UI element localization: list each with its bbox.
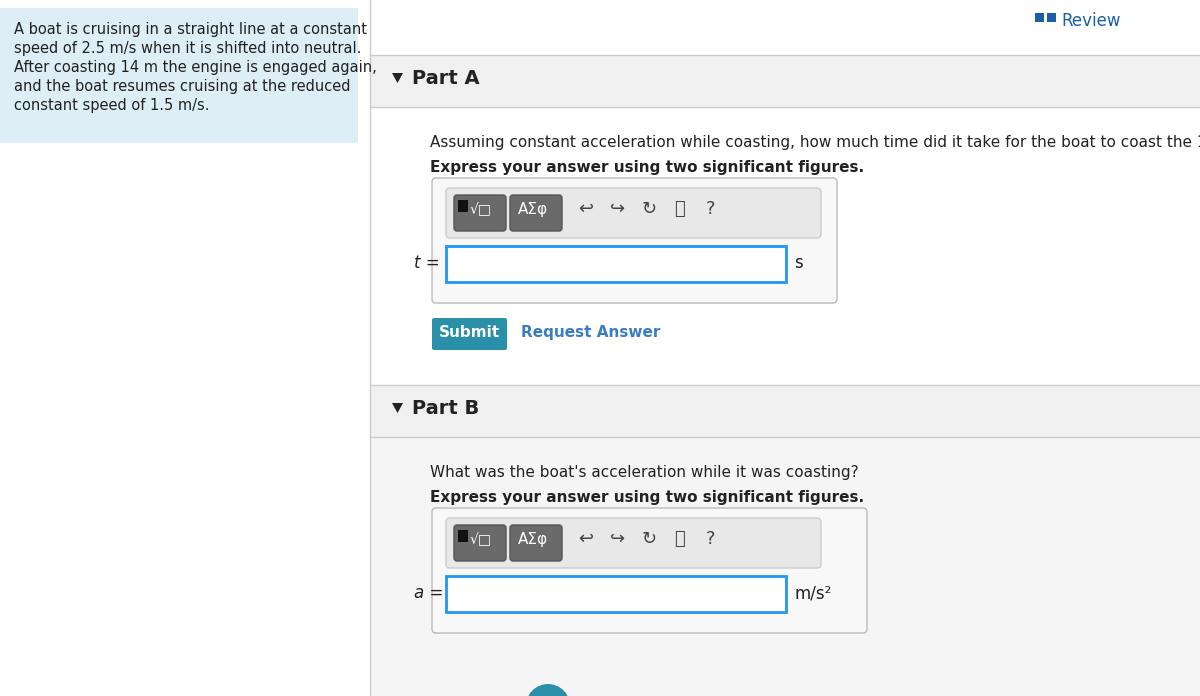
Text: A boat is cruising in a straight line at a constant: A boat is cruising in a straight line at… [14,22,367,37]
Text: ?: ? [706,200,715,218]
Text: Part B: Part B [412,399,479,418]
Text: Submit: Submit [439,325,500,340]
Text: m/s²: m/s² [794,584,832,602]
Text: Review: Review [1061,12,1121,30]
Text: ↩: ↩ [578,530,593,548]
FancyBboxPatch shape [454,195,506,231]
Text: t =: t = [414,254,439,272]
Bar [370,107,1200,440]
Bar [446,246,786,282]
Text: Assuming constant acceleration while coasting, how much time did it take for the: Assuming constant acceleration while coa… [430,135,1200,150]
Text: √□: √□ [470,533,492,547]
Bar [458,530,468,542]
FancyBboxPatch shape [432,178,838,303]
Text: ↻: ↻ [642,530,658,548]
FancyBboxPatch shape [432,508,866,633]
Text: ⌸: ⌸ [674,200,685,218]
Text: and the boat resumes cruising at the reduced: and the boat resumes cruising at the red… [14,79,350,94]
FancyBboxPatch shape [510,525,562,561]
FancyBboxPatch shape [454,525,506,561]
Text: a =: a = [414,584,443,602]
Text: ↪: ↪ [610,200,625,218]
Text: ?: ? [706,530,715,548]
FancyBboxPatch shape [432,318,508,350]
Polygon shape [392,73,403,83]
Bar [370,55,1200,107]
FancyBboxPatch shape [510,195,562,231]
Text: speed of 2.5 m/s when it is shifted into neutral.: speed of 2.5 m/s when it is shifted into… [14,41,361,56]
Polygon shape [392,403,403,413]
Bar [446,576,786,612]
Text: ⌸: ⌸ [674,530,685,548]
Text: ↻: ↻ [642,200,658,218]
Text: √□: √□ [470,203,492,217]
Text: s: s [794,254,803,272]
Text: ↩: ↩ [578,200,593,218]
Text: ↪: ↪ [610,530,625,548]
Circle shape [526,684,570,696]
Text: Express your answer using two significant figures.: Express your answer using two significan… [430,160,864,175]
Bar [0,8,358,143]
Text: After coasting 14 m the engine is engaged again,: After coasting 14 m the engine is engage… [14,60,377,75]
Bar [1046,13,1056,22]
Text: ΑΣφ: ΑΣφ [518,202,548,217]
Text: Express your answer using two significant figures.: Express your answer using two significan… [430,490,864,505]
Text: What was the boat's acceleration while it was coasting?: What was the boat's acceleration while i… [430,465,859,480]
Text: Part A: Part A [412,69,480,88]
Bar [370,437,1200,696]
Bar [370,385,1200,437]
Bar [458,200,468,212]
Bar [1034,13,1044,22]
FancyBboxPatch shape [446,518,821,568]
Text: constant speed of 1.5 m/s.: constant speed of 1.5 m/s. [14,98,210,113]
FancyBboxPatch shape [446,188,821,238]
Text: Request Answer: Request Answer [521,325,660,340]
Text: ΑΣφ: ΑΣφ [518,532,548,547]
